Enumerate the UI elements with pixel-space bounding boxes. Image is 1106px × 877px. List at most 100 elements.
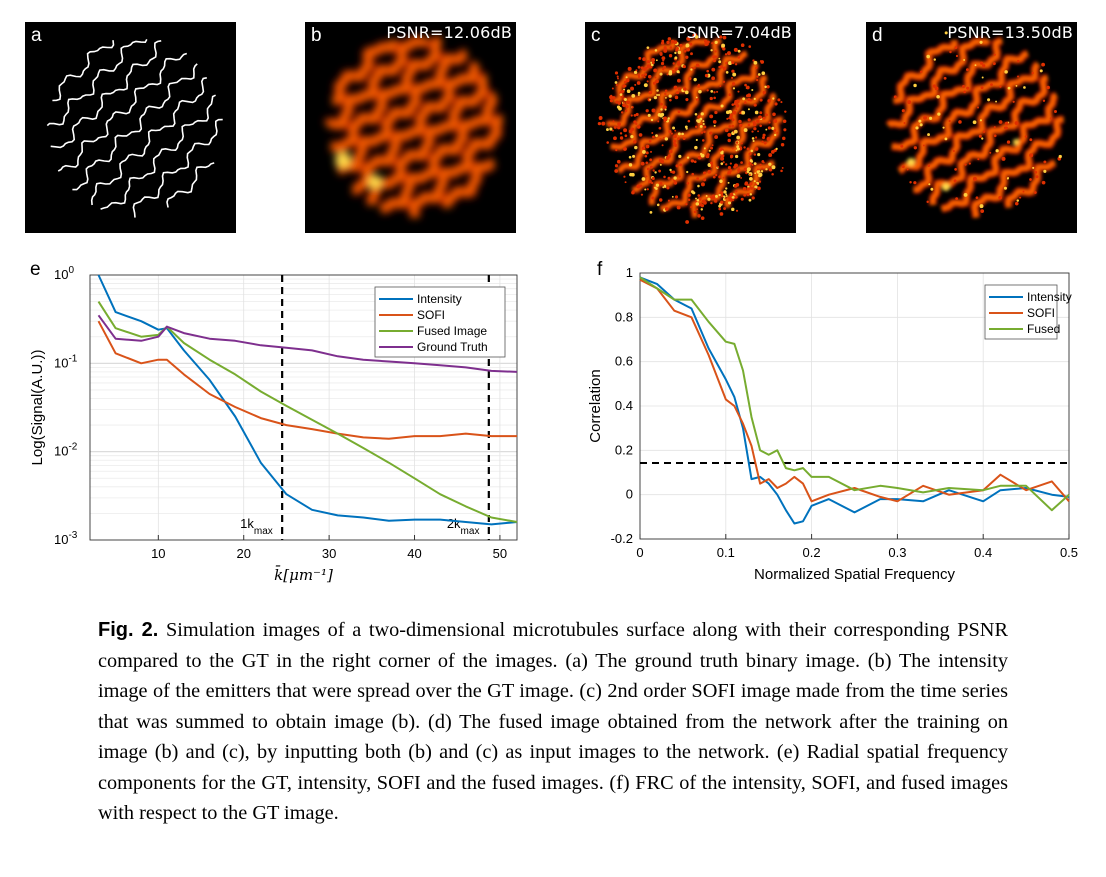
noise-dot [980, 61, 984, 65]
noise-dot [748, 45, 752, 48]
noise-dot [710, 164, 714, 167]
noise-dot [659, 163, 662, 166]
noise-dot [735, 99, 740, 104]
noise-dot [619, 136, 624, 140]
noise-dot [735, 108, 738, 111]
noise-dot [664, 108, 667, 111]
noise-dot [987, 98, 991, 102]
noise-dot [974, 64, 977, 67]
noise-dot [752, 59, 755, 62]
noise-dot [643, 76, 646, 79]
series-line-sofi [639, 278, 1070, 503]
noise-dot [742, 97, 746, 101]
noise-dot [627, 66, 632, 71]
hotspot [368, 175, 382, 189]
noise-dot [731, 60, 735, 65]
filament-core [1006, 161, 1056, 208]
noise-dot [637, 93, 640, 96]
noise-dot [771, 126, 775, 130]
noise-dot [1043, 169, 1047, 173]
x-tick-label: 50 [493, 546, 507, 561]
noise-dot [746, 187, 750, 191]
noise-dot [710, 49, 713, 52]
panel-label-f: f [597, 259, 603, 280]
noise-dot [753, 162, 757, 166]
noise-dot [650, 150, 653, 153]
noise-dot [744, 83, 747, 87]
noise-dot [663, 105, 667, 110]
noise-dot [685, 202, 688, 206]
filament-core [352, 62, 479, 193]
noise-dot [740, 161, 743, 164]
noise-dot [616, 105, 621, 109]
noise-dot [748, 162, 752, 166]
noise-dot [662, 186, 665, 189]
noise-dot [633, 70, 638, 75]
noise-dot [772, 112, 776, 117]
noise-dot [749, 157, 752, 160]
noise-dot [780, 169, 783, 173]
noise-dot [720, 104, 724, 108]
noise-dot [998, 120, 1003, 124]
noise-dot [926, 200, 929, 204]
filament [52, 40, 115, 102]
noise-dot [697, 84, 701, 88]
noise-dot [667, 154, 672, 158]
noise-dot [682, 137, 686, 141]
psnr-b: PSNR=12.06dB [386, 23, 512, 42]
noise-dot [636, 184, 641, 189]
noise-dot [698, 89, 702, 94]
noise-dot [751, 196, 755, 200]
noise-dot [753, 60, 758, 65]
noise-dot [993, 53, 996, 56]
noise-dot [729, 162, 732, 165]
noise-dot [626, 100, 631, 105]
noise-dot [635, 112, 639, 117]
noise-dot [1003, 186, 1007, 190]
noise-dot [676, 205, 681, 210]
sofi-image [597, 33, 787, 224]
noise-dot [677, 50, 682, 55]
noise-dot [667, 37, 672, 41]
noise-dot [965, 68, 969, 72]
noise-dot [943, 76, 947, 80]
noise-dot [674, 56, 678, 60]
noise-dot [624, 181, 627, 184]
noise-dot [913, 83, 917, 88]
noise-dot [759, 98, 763, 102]
noise-dot [966, 86, 970, 90]
noise-dot [677, 87, 682, 91]
y-tick-label: 0.2 [615, 442, 633, 457]
noise-dot [727, 51, 731, 56]
noise-dot [650, 61, 653, 64]
noise-dot [703, 147, 706, 150]
noise-dot [713, 59, 716, 63]
noise-dot [640, 66, 644, 70]
noise-dot [747, 98, 751, 102]
noise-dot [619, 93, 623, 96]
noise-dot [1032, 166, 1035, 169]
noise-dot [737, 49, 741, 53]
noise-dot [903, 122, 906, 125]
x-axis-label: Normalized Spatial Frequency [754, 566, 955, 583]
noise-dot [697, 115, 701, 119]
noise-dot [757, 186, 761, 191]
noise-dot [609, 99, 614, 103]
noise-dot [685, 98, 689, 102]
noise-dot [750, 186, 754, 190]
hotspot [335, 152, 351, 168]
noise-dot [660, 108, 663, 111]
noise-dot [686, 170, 689, 174]
noise-dot [768, 153, 773, 157]
noise-dot [736, 174, 741, 179]
y-tick-label: 10-3 [54, 530, 78, 547]
noise-dot [673, 179, 676, 182]
noise-dot [694, 125, 698, 129]
noise-dot [735, 104, 740, 108]
filament [166, 162, 215, 208]
noise-dot [729, 115, 733, 119]
figure-number: Fig. 2. [98, 619, 159, 641]
noise-dot [719, 65, 723, 69]
filament-core [893, 40, 957, 103]
